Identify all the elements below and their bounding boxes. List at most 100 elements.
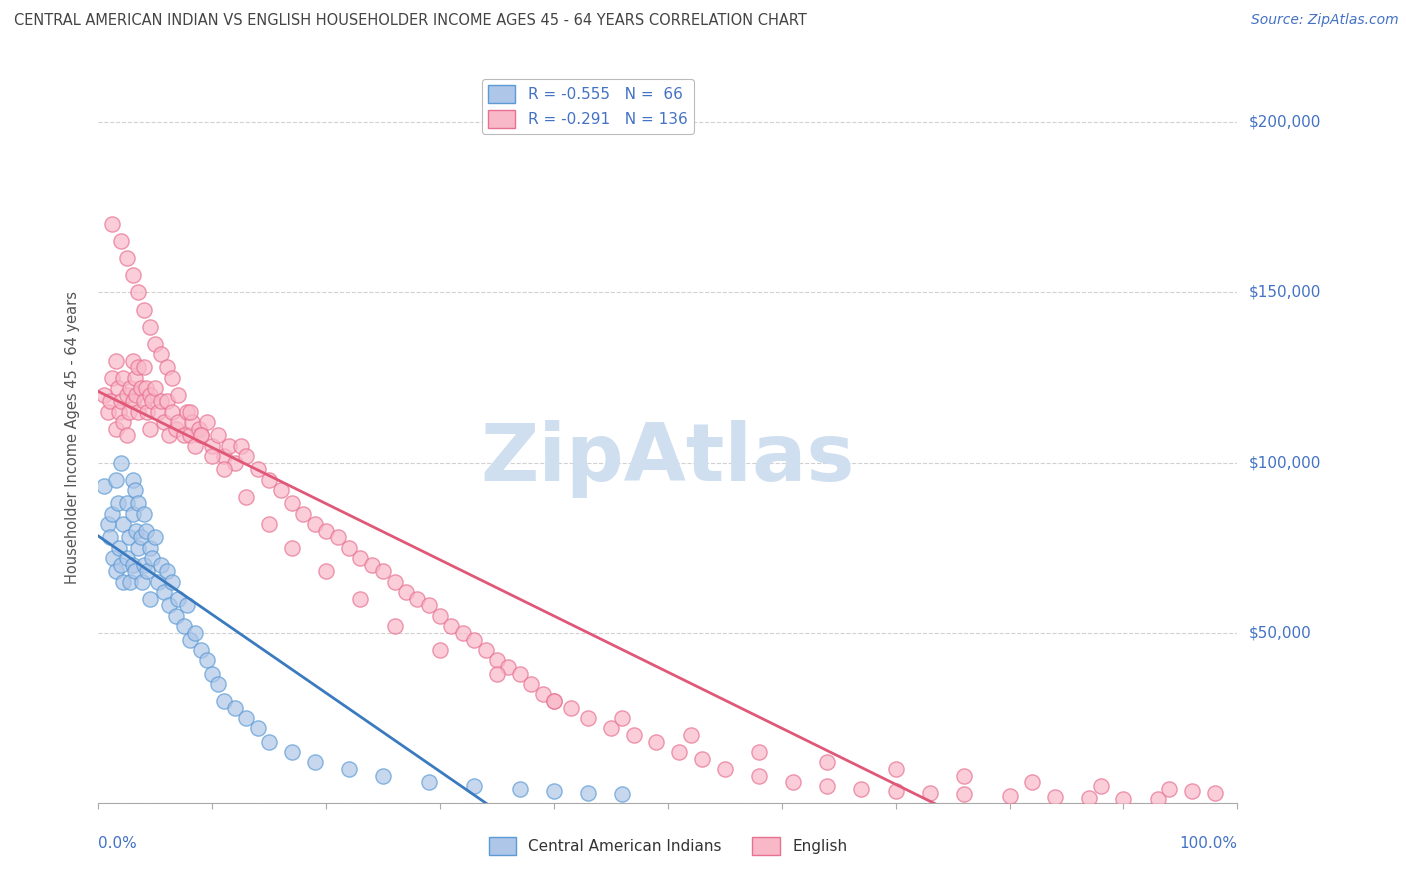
Point xyxy=(156,394,179,409)
Point xyxy=(815,779,838,793)
Point xyxy=(146,574,169,589)
Text: $100,000: $100,000 xyxy=(1249,455,1320,470)
Text: $150,000: $150,000 xyxy=(1249,285,1320,300)
Point xyxy=(884,762,907,776)
Point xyxy=(129,531,152,545)
Point xyxy=(418,775,440,789)
Point xyxy=(224,700,246,714)
Point xyxy=(498,659,520,673)
Point xyxy=(201,666,224,681)
Point xyxy=(124,370,146,384)
Point xyxy=(509,666,531,681)
Point xyxy=(235,490,257,504)
Point xyxy=(212,694,235,708)
Point xyxy=(315,565,337,579)
Point xyxy=(121,353,143,368)
Point xyxy=(124,565,146,579)
Point xyxy=(304,755,326,769)
Point xyxy=(165,608,187,623)
Point xyxy=(104,473,127,487)
Point xyxy=(150,347,173,361)
Point xyxy=(180,415,202,429)
Point xyxy=(207,428,229,442)
Point xyxy=(195,653,218,667)
Point xyxy=(132,507,155,521)
Point xyxy=(953,768,976,782)
Point xyxy=(190,428,212,442)
Point xyxy=(612,711,634,725)
Point xyxy=(1204,786,1226,800)
Point xyxy=(121,268,143,283)
Point xyxy=(748,768,770,782)
Point xyxy=(623,728,645,742)
Point xyxy=(132,394,155,409)
Point xyxy=(110,456,132,470)
Point xyxy=(145,531,167,545)
Point xyxy=(235,449,257,463)
Point xyxy=(101,507,124,521)
Point xyxy=(429,608,451,623)
Legend: Central American Indians, English: Central American Indians, English xyxy=(482,831,853,861)
Point xyxy=(179,428,201,442)
Point xyxy=(112,370,135,384)
Point xyxy=(384,619,406,633)
Point xyxy=(259,734,281,748)
Point xyxy=(384,574,406,589)
Point xyxy=(953,787,976,801)
Point xyxy=(129,381,152,395)
Point xyxy=(103,550,125,565)
Point xyxy=(520,677,543,691)
Point xyxy=(101,218,124,232)
Point xyxy=(93,387,115,401)
Point xyxy=(851,782,873,797)
Point xyxy=(679,728,702,742)
Point xyxy=(131,574,153,589)
Point xyxy=(173,619,195,633)
Point xyxy=(690,751,713,765)
Point xyxy=(207,677,229,691)
Point xyxy=(224,456,246,470)
Point xyxy=(212,462,235,476)
Point xyxy=(371,565,394,579)
Point xyxy=(304,516,326,531)
Point xyxy=(124,483,146,497)
Point xyxy=(474,642,496,657)
Point xyxy=(576,711,599,725)
Point xyxy=(349,591,371,606)
Point xyxy=(108,404,131,418)
Point xyxy=(176,404,198,418)
Point xyxy=(360,558,382,572)
Point xyxy=(115,252,138,266)
Point xyxy=(112,415,135,429)
Point xyxy=(212,449,235,463)
Point xyxy=(218,439,240,453)
Point xyxy=(101,370,124,384)
Point xyxy=(167,591,190,606)
Point xyxy=(179,632,201,647)
Point xyxy=(141,550,163,565)
Point xyxy=(104,353,127,368)
Point xyxy=(138,591,160,606)
Point xyxy=(246,462,269,476)
Point xyxy=(326,531,349,545)
Point xyxy=(531,687,554,701)
Point xyxy=(127,541,149,555)
Point xyxy=(115,496,138,510)
Point xyxy=(281,745,304,759)
Point xyxy=(156,565,179,579)
Point xyxy=(115,428,138,442)
Point xyxy=(918,786,941,800)
Point xyxy=(1078,790,1101,805)
Point xyxy=(162,370,184,384)
Point xyxy=(120,381,142,395)
Text: Source: ZipAtlas.com: Source: ZipAtlas.com xyxy=(1251,13,1399,28)
Point xyxy=(543,694,565,708)
Point xyxy=(145,381,167,395)
Text: $200,000: $200,000 xyxy=(1249,115,1320,130)
Point xyxy=(187,421,209,435)
Point xyxy=(98,394,121,409)
Point xyxy=(125,387,148,401)
Point xyxy=(600,721,623,735)
Point xyxy=(108,541,131,555)
Point xyxy=(884,784,907,798)
